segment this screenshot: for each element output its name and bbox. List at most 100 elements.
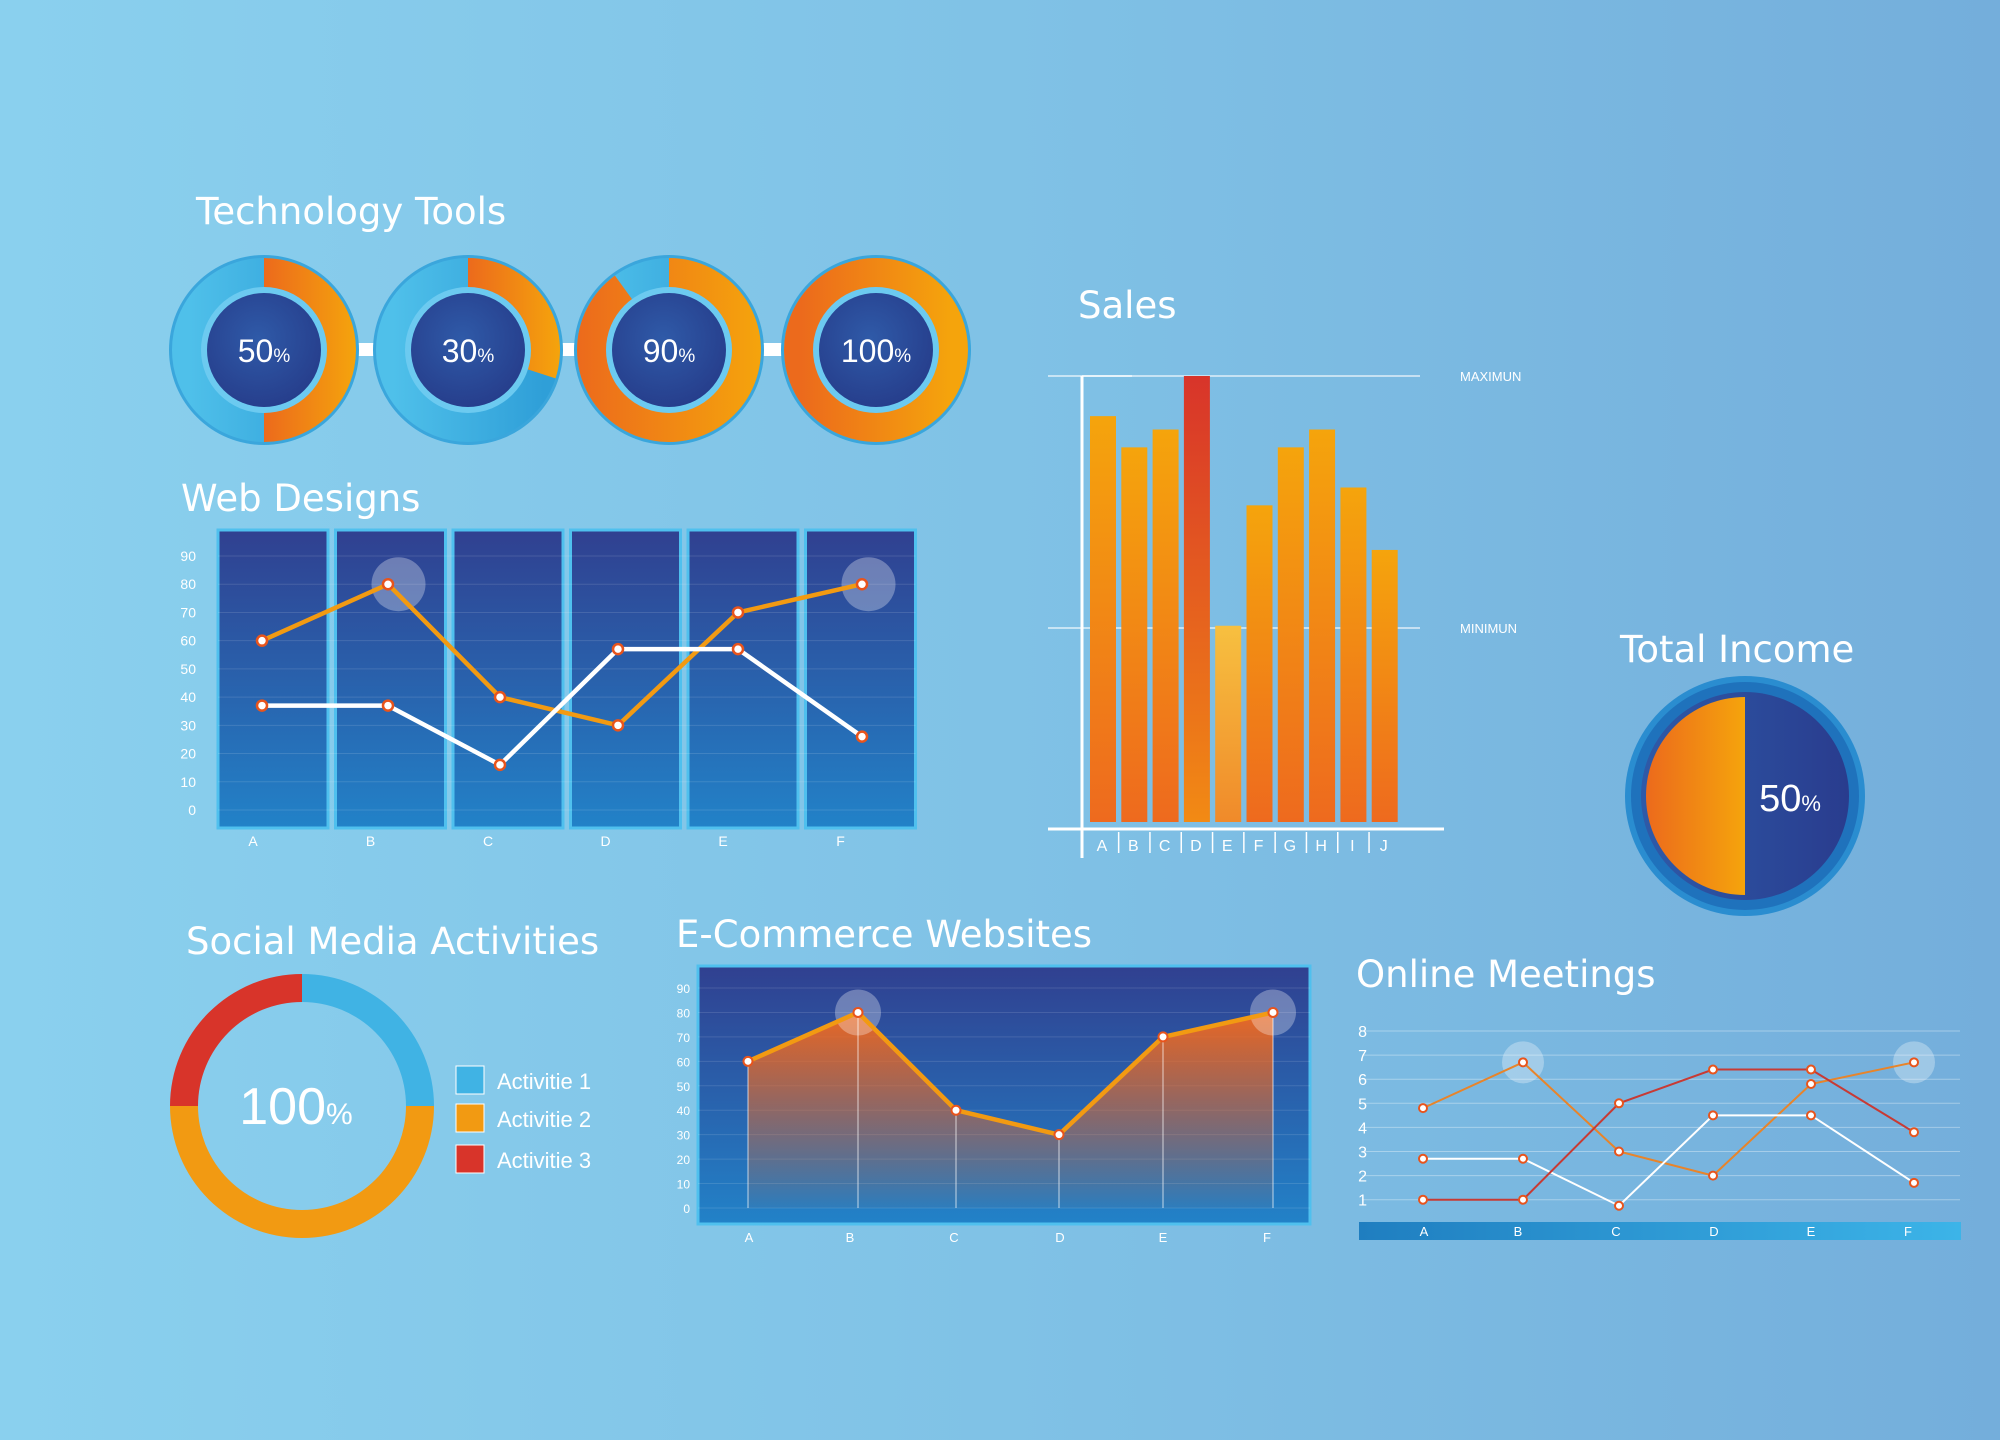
web-y-tick-label: 60 xyxy=(180,633,196,649)
web-data-point xyxy=(611,642,625,656)
sales-bar xyxy=(1090,416,1116,822)
social-legend-label: Activitie 2 xyxy=(497,1107,591,1132)
sales-x-tick-label: F xyxy=(1254,838,1264,855)
sales-x-tick-label: J xyxy=(1380,838,1388,855)
web-y-tick-label: 50 xyxy=(180,661,196,677)
sales-x-tick-label: E xyxy=(1222,838,1233,855)
ecommerce-y-tick-label: 90 xyxy=(677,982,691,996)
tool-ring-value xyxy=(784,258,968,442)
web-data-point xyxy=(493,690,507,704)
sales-bar xyxy=(1246,505,1273,822)
technology-tools-title: Technology Tools xyxy=(196,190,507,233)
tool-percent-label: 90% xyxy=(643,333,696,369)
ecommerce-y-tick-label: 50 xyxy=(677,1080,691,1094)
tool-percent-label: 50% xyxy=(238,333,291,369)
tool-ring-value xyxy=(577,258,761,443)
web-highlight-halo xyxy=(371,557,426,612)
sales-x-tick-label: A xyxy=(1097,838,1108,855)
ecommerce-y-tick-label: 0 xyxy=(683,1202,690,1216)
tool-ring-center xyxy=(207,293,321,407)
ecommerce-x-tick-label: D xyxy=(1055,1230,1064,1245)
income-percent-label: 50% xyxy=(1759,778,1821,820)
ecommerce-y-tick-label: 80 xyxy=(677,1006,691,1020)
web-y-tick-label: 10 xyxy=(180,774,196,790)
tool-ring-center xyxy=(411,293,525,407)
social-legend-label: Activitie 1 xyxy=(497,1069,591,1094)
web-data-point xyxy=(493,758,507,772)
ecommerce-data-point xyxy=(1053,1129,1065,1141)
meetings-y-tick-label: 8 xyxy=(1358,1024,1367,1041)
web-panel-column xyxy=(216,528,330,830)
meetings-x-tick-label: B xyxy=(1514,1224,1523,1239)
meetings-data-point xyxy=(1909,1127,1919,1138)
sales-min-label: MINIMUN xyxy=(1460,621,1517,636)
ecommerce-area-fill xyxy=(748,1012,1273,1208)
meetings-data-point xyxy=(1614,1200,1624,1211)
web-y-tick-label: 0 xyxy=(188,802,196,818)
meetings-x-axis-bar xyxy=(1359,1222,1961,1240)
meetings-y-tick-label: 7 xyxy=(1358,1048,1367,1065)
ecommerce-y-tick-label: 70 xyxy=(677,1031,691,1045)
web-x-tick-label: A xyxy=(248,833,258,849)
web-data-point xyxy=(611,719,625,732)
web-x-tick-label: E xyxy=(718,833,727,849)
social-legend-label: Activitie 3 xyxy=(497,1148,591,1173)
meetings-data-point xyxy=(1806,1110,1816,1121)
ecommerce-data-point xyxy=(852,1006,864,1018)
sales-x-tick-label: B xyxy=(1128,838,1139,855)
web-data-point xyxy=(255,634,269,647)
ecommerce-title: E-Commerce Websites xyxy=(676,913,1093,956)
sales-x-tick-label: C xyxy=(1159,838,1171,855)
meetings-data-point xyxy=(1708,1110,1718,1121)
social-media-title: Social Media Activities xyxy=(186,920,600,963)
meetings-x-tick-label: E xyxy=(1807,1224,1816,1239)
ecommerce-x-tick-label: B xyxy=(846,1230,855,1245)
web-series-white-line xyxy=(262,646,864,768)
web-data-point xyxy=(381,699,395,712)
sales-bar xyxy=(1309,429,1336,822)
meetings-data-point xyxy=(1518,1194,1528,1205)
meetings-data-point xyxy=(1708,1170,1718,1181)
meetings-x-tick-label: C xyxy=(1611,1224,1620,1239)
web-data-point xyxy=(855,577,869,591)
sales-x-tick-label: D xyxy=(1190,838,1202,855)
sales-bar xyxy=(1277,447,1304,822)
web-x-tick-label: F xyxy=(836,833,845,849)
social-legend-swatch xyxy=(455,1065,485,1095)
web-highlight-halo xyxy=(841,557,896,612)
meetings-data-point xyxy=(1518,1057,1528,1068)
meetings-data-point xyxy=(1806,1079,1816,1090)
ecommerce-y-tick-label: 20 xyxy=(677,1153,691,1167)
web-series-orange-line xyxy=(261,581,863,728)
meetings-data-point xyxy=(1418,1153,1428,1164)
meetings-y-tick-label: 4 xyxy=(1358,1120,1367,1137)
web-data-point xyxy=(855,730,869,743)
ecommerce-y-tick-label: 40 xyxy=(677,1104,691,1118)
tool-ring-value xyxy=(468,258,560,379)
web-y-tick-label: 30 xyxy=(180,717,196,733)
meetings-x-tick-label: D xyxy=(1709,1224,1718,1239)
ecommerce-data-point xyxy=(742,1055,754,1067)
sales-x-tick-label: I xyxy=(1350,838,1354,855)
ecommerce-x-tick-label: F xyxy=(1263,1230,1271,1245)
web-x-tick-label: B xyxy=(366,833,375,849)
sales-max-label: MAXIMUN xyxy=(1460,369,1521,384)
meetings-x-tick-label: F xyxy=(1904,1224,1912,1239)
web-designs-title: Web Designs xyxy=(181,477,421,520)
web-panel-column xyxy=(451,528,565,830)
ecommerce-x-tick-label: C xyxy=(949,1230,958,1245)
meetings-x-tick-label: A xyxy=(1420,1224,1429,1239)
meetings-data-point xyxy=(1806,1064,1816,1075)
meetings-data-point xyxy=(1909,1057,1919,1068)
total-income-title: Total Income xyxy=(1620,628,1855,671)
meetings-data-point xyxy=(1909,1177,1919,1188)
web-y-tick-label: 80 xyxy=(180,576,196,592)
meetings-y-tick-label: 3 xyxy=(1358,1145,1367,1162)
meetings-y-tick-label: 6 xyxy=(1358,1072,1367,1089)
ecommerce-data-point xyxy=(1157,1031,1169,1043)
tool-ring-center xyxy=(819,293,933,407)
meetings-series-line xyxy=(1423,1114,1915,1207)
web-y-tick-label: 70 xyxy=(180,604,196,620)
sales-x-tick-label: H xyxy=(1315,838,1327,855)
